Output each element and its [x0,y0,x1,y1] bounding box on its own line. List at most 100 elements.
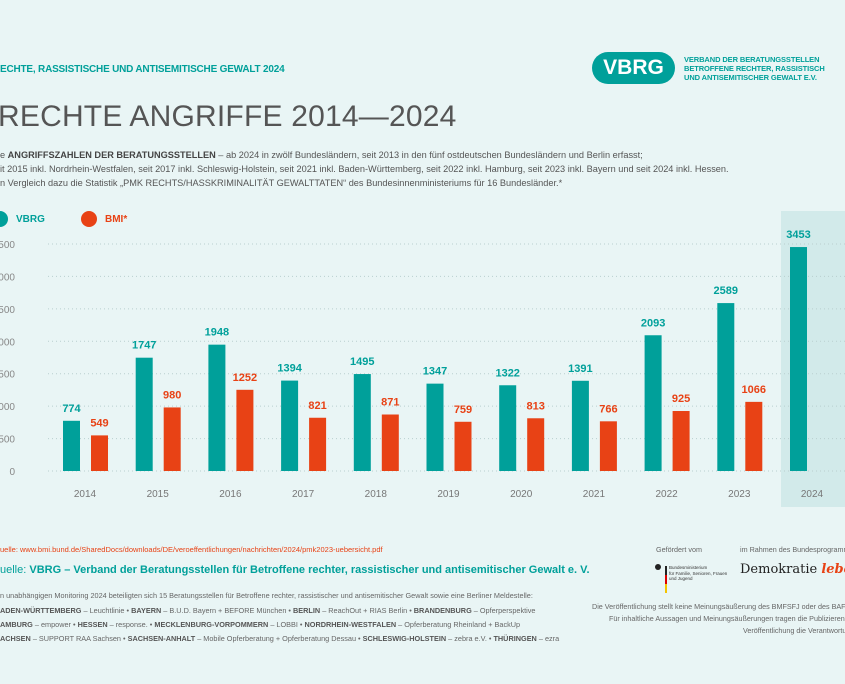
legend-vbrg-swatch [0,211,8,227]
bar-bmi [599,421,617,471]
partner-names: – empower • [32,620,78,629]
legend-bmi-swatch [81,211,97,227]
data-label: 925 [672,393,690,405]
x-tick-label: 2022 [655,489,678,500]
data-label: 1495 [350,356,374,368]
data-label: 821 [308,400,326,412]
page-title: RECHTE ANGRIFFE 2014—2024 [0,100,457,133]
data-label: 1394 [277,363,302,375]
bar-vbrg [717,303,735,471]
partner-names: – ezra [536,634,560,643]
region-name: NORDRHEIN-WESTFALEN [304,620,397,629]
region-name: MECKLENBURG-VORPOMMERN [154,620,269,629]
y-tick-label: 1500 [0,370,15,381]
x-tick-label: 2019 [437,489,460,500]
bar-vbrg [644,335,662,471]
ministry-logo-text: Bundesministerium für Familie, Senioren,… [669,565,727,582]
ministry-line: für Familie, Senioren, Frauen [669,570,728,576]
partner-line: ADEN-WÜRTTEMBERG – Leuchtlinie • BAYERN … [0,606,535,615]
x-tick-label: 2014 [74,489,97,500]
x-tick-label: 2023 [728,489,751,500]
region-name: AMBURG [0,620,33,629]
bar-bmi [236,389,254,471]
x-tick-label: 2015 [147,489,170,500]
intro-line-3: n Vergleich dazu die Statistik „PMK RECH… [0,178,563,188]
partner-names: – response. • [107,620,155,629]
bar-bmi [163,407,181,471]
region-name: HESSEN [77,620,108,629]
x-tick-label: 2018 [365,489,388,500]
intro-line-2: it 2015 inkl. Nordrhein-Westfalen, seit … [0,164,729,174]
bar-vbrg [135,357,153,471]
bar-vbrg [353,374,371,471]
data-label: 871 [381,397,399,409]
funded-by-label: Gefördert vom [656,545,702,554]
data-label: 2589 [714,285,738,297]
bar-vbrg [208,344,226,471]
bar-bmi [672,411,690,471]
partner-names: – zebra e.V. • [446,634,494,643]
x-tick-label: 2024 [801,489,824,500]
bar-bmi [454,421,472,471]
bar-vbrg [571,380,589,471]
intro-text: e [0,150,8,160]
region-name: BAYERN [131,606,162,615]
logo-text-line: BETROFFENE RECHTER, RASSISTISCH [684,64,825,73]
flag-red [665,575,667,584]
federal-eagle-icon [655,564,661,582]
disclaimer-line: Veröffentlichung die Verantwortu [743,626,845,635]
region-name: BERLIN [293,606,321,615]
demokratie-leben-logo: Demokratie leben [740,562,845,577]
partner-names: – B.U.D. Bayern + BEFORE München • [161,606,293,615]
region-name: ACHSEN [0,634,31,643]
x-tick-label: 2021 [583,489,606,500]
bar-bmi [745,401,763,471]
partner-names: – Leuchtlinie • [81,606,132,615]
data-label: 1747 [132,340,156,352]
y-tick-label: 2000 [0,337,15,348]
data-label: 1252 [233,372,257,384]
data-label: 1948 [205,327,229,339]
partner-names: – ReachOut + RIAS Berlin • [320,606,414,615]
logo-text-line: VERBAND DER BERATUNGSSTELLEN [684,55,820,64]
partner-line: ACHSEN – SUPPORT RAA Sachsen • SACHSEN-A… [0,634,559,643]
report-kicker: ECHTE, RASSISTISCHE UND ANTISEMITISCHE G… [0,64,285,75]
partner-names: – Mobile Opferberatung + Opferberatung D… [195,634,363,643]
data-label: 3453 [786,229,810,241]
region-name: SACHSEN-ANHALT [127,634,196,643]
data-label: 1066 [742,384,766,396]
bar-vbrg [63,420,80,471]
y-tick-label: 3000 [0,272,15,283]
bar-vbrg [426,383,444,471]
data-label: 2093 [641,317,665,329]
vbrg-logo: VBRG [592,52,675,84]
demokratie-word: Demokratie [740,562,818,577]
bar-bmi [381,414,399,471]
leben-word: leben [821,562,845,577]
legend-bmi-label: BMI* [105,214,128,225]
bar-bmi [527,418,545,471]
program-label: im Rahmen des Bundesprogramm [740,545,845,554]
x-tick-label: 2020 [510,489,533,500]
intro-text: – ab 2024 in zwölf Bundesländern, seit 2… [215,150,643,160]
monitoring-text: n unabhängigen Monitoring 2024 beteiligt… [0,591,533,600]
data-label: 1322 [495,367,519,379]
region-name: SCHLESWIG-HOLSTEIN [362,634,447,643]
flag-black [665,566,667,575]
x-tick-label: 2017 [292,489,315,500]
partner-names: – SUPPORT RAA Sachsen • [30,634,128,643]
source-prefix: uelle: [0,564,30,576]
partner-names: – LOBBI • [268,620,305,629]
data-label: 549 [90,417,108,429]
region-name: THÜRINGEN [493,634,537,643]
intro-line-1: e ANGRIFFSZAHLEN DER BERATUNGSSTELLEN – … [0,150,643,160]
data-label: 759 [454,404,472,416]
data-label: 1391 [568,363,592,375]
data-label: 774 [62,403,81,415]
partner-line: AMBURG – empower • HESSEN – response. • … [0,620,520,629]
ministry-line: und Jugend [669,576,693,581]
logo-text-line: UND ANTISEMITISCHER GEWALT E.V. [684,73,817,82]
disclaimer-line: Die Veröffentlichung stellt keine Meinun… [592,602,845,611]
data-label: 813 [527,400,545,412]
